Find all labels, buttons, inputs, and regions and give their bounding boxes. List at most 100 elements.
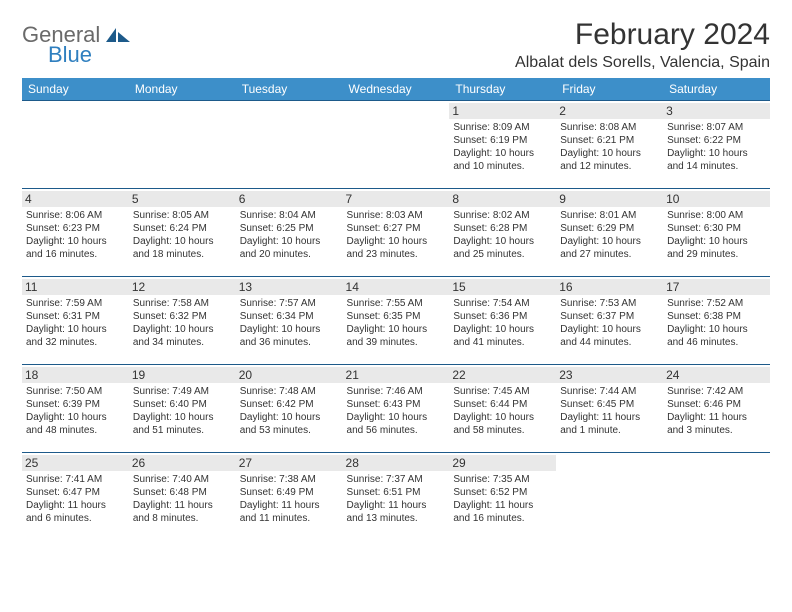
- calendar-day-cell: 11 Sunrise: 7:59 AMSunset: 6:31 PMDayligh…: [22, 277, 129, 365]
- day-number: 17: [663, 279, 770, 295]
- calendar-day-cell: 20Sunrise: 7:48 AMSunset: 6:42 PMDayligh…: [236, 365, 343, 453]
- day-number: 29: [449, 455, 556, 471]
- day-info: Sunrise: 7:42 AMSunset: 6:46 PMDaylight:…: [667, 385, 766, 437]
- day-info: Sunrise: 7:35 AMSunset: 6:52 PMDaylight:…: [453, 473, 552, 525]
- day-number: 18: [22, 367, 129, 383]
- calendar-day-cell: 9Sunrise: 8:01 AMSunset: 6:29 PMDaylight…: [556, 189, 663, 277]
- weekday-header: Monday: [129, 78, 236, 101]
- day-info: Sunrise: 8:00 AMSunset: 6:30 PMDaylight:…: [667, 209, 766, 261]
- day-info: Sunrise: 8:09 AMSunset: 6:19 PMDaylight:…: [453, 121, 552, 173]
- day-number: 6: [236, 191, 343, 207]
- weekday-header: Wednesday: [343, 78, 450, 101]
- calendar-day-cell: 7 Sunrise: 8:03 AMSunset: 6:27 PMDaylight…: [343, 189, 450, 277]
- day-number: 28: [343, 455, 450, 471]
- day-info: Sunrise: 7:46 AMSunset: 6:43 PMDaylight:…: [347, 385, 446, 437]
- logo: General Blue: [22, 22, 132, 48]
- weekday-header: Sunday: [22, 78, 129, 101]
- day-info: Sunrise: 8:01 AMSunset: 6:29 PMDaylight:…: [560, 209, 659, 261]
- calendar-day-cell: [343, 101, 450, 189]
- day-number: 15: [449, 279, 556, 295]
- day-info: Sunrise: 7:53 AMSunset: 6:37 PMDaylight:…: [560, 297, 659, 349]
- day-number: 11: [22, 279, 129, 295]
- calendar-day-cell: [556, 453, 663, 541]
- calendar-day-cell: 18 Sunrise: 7:50 AMSunset: 6:39 PMDayligh…: [22, 365, 129, 453]
- day-info: Sunrise: 7:54 AMSunset: 6:36 PMDaylight:…: [453, 297, 552, 349]
- calendar-day-cell: 6 Sunrise: 8:04 AMSunset: 6:25 PMDaylight…: [236, 189, 343, 277]
- day-info: Sunrise: 8:06 AMSunset: 6:23 PMDaylight:…: [26, 209, 125, 261]
- day-number: 7: [343, 191, 450, 207]
- day-number: 25: [22, 455, 129, 471]
- calendar-day-cell: 2 Sunrise: 8:08 AMSunset: 6:21 PMDaylight…: [556, 101, 663, 189]
- calendar-week-row: 11 Sunrise: 7:59 AMSunset: 6:31 PMDayligh…: [22, 277, 770, 365]
- calendar-day-cell: 5Sunrise: 8:05 AMSunset: 6:24 PMDaylight…: [129, 189, 236, 277]
- location: Albalat dels Sorells, Valencia, Spain: [515, 54, 770, 72]
- day-info: Sunrise: 7:57 AMSunset: 6:34 PMDaylight:…: [240, 297, 339, 349]
- day-number: 8: [449, 191, 556, 207]
- calendar-day-cell: 16 Sunrise: 7:53 AMSunset: 6:37 PMDayligh…: [556, 277, 663, 365]
- calendar-week-row: 4 Sunrise: 8:06 AMSunset: 6:23 PMDaylight…: [22, 189, 770, 277]
- calendar-week-row: 25 Sunrise: 7:41 AMSunset: 6:47 PMDayligh…: [22, 453, 770, 541]
- day-info: Sunrise: 7:50 AMSunset: 6:39 PMDaylight:…: [26, 385, 125, 437]
- weekday-header: Friday: [556, 78, 663, 101]
- calendar-week-row: 1 Sunrise: 8:09 AMSunset: 6:19 PMDaylight…: [22, 101, 770, 189]
- day-info: Sunrise: 8:03 AMSunset: 6:27 PMDaylight:…: [347, 209, 446, 261]
- day-info: Sunrise: 7:52 AMSunset: 6:38 PMDaylight:…: [667, 297, 766, 349]
- calendar-day-cell: 22 Sunrise: 7:45 AMSunset: 6:44 PMDayligh…: [449, 365, 556, 453]
- day-info: Sunrise: 8:02 AMSunset: 6:28 PMDaylight:…: [453, 209, 552, 261]
- day-number: 1: [449, 103, 556, 119]
- calendar-body: 1 Sunrise: 8:09 AMSunset: 6:19 PMDaylight…: [22, 101, 770, 541]
- calendar-day-cell: 28 Sunrise: 7:37 AMSunset: 6:51 PMDayligh…: [343, 453, 450, 541]
- day-info: Sunrise: 7:55 AMSunset: 6:35 PMDaylight:…: [347, 297, 446, 349]
- calendar-day-cell: 10 Sunrise: 8:00 AMSunset: 6:30 PMDayligh…: [663, 189, 770, 277]
- calendar-day-cell: 24 Sunrise: 7:42 AMSunset: 6:46 PMDayligh…: [663, 365, 770, 453]
- day-number: 10: [663, 191, 770, 207]
- day-number: 13: [236, 279, 343, 295]
- day-info: Sunrise: 7:37 AMSunset: 6:51 PMDaylight:…: [347, 473, 446, 525]
- day-info: Sunrise: 7:45 AMSunset: 6:44 PMDaylight:…: [453, 385, 552, 437]
- calendar-day-cell: 13 Sunrise: 7:57 AMSunset: 6:34 PMDayligh…: [236, 277, 343, 365]
- calendar-day-cell: [22, 101, 129, 189]
- day-info: Sunrise: 8:04 AMSunset: 6:25 PMDaylight:…: [240, 209, 339, 261]
- day-number: 22: [449, 367, 556, 383]
- day-info: Sunrise: 7:41 AMSunset: 6:47 PMDaylight:…: [26, 473, 125, 525]
- day-info: Sunrise: 7:48 AMSunset: 6:42 PMDaylight:…: [240, 385, 339, 437]
- calendar-day-cell: [129, 101, 236, 189]
- day-number: 2: [556, 103, 663, 119]
- month-title: February 2024: [515, 18, 770, 52]
- calendar-day-cell: 23 Sunrise: 7:44 AMSunset: 6:45 PMDayligh…: [556, 365, 663, 453]
- weekday-header: Tuesday: [236, 78, 343, 101]
- day-info: Sunrise: 7:58 AMSunset: 6:32 PMDaylight:…: [133, 297, 232, 349]
- day-number: 16: [556, 279, 663, 295]
- calendar-day-cell: 29 Sunrise: 7:35 AMSunset: 6:52 PMDayligh…: [449, 453, 556, 541]
- calendar-day-cell: 8 Sunrise: 8:02 AMSunset: 6:28 PMDaylight…: [449, 189, 556, 277]
- calendar-week-row: 18 Sunrise: 7:50 AMSunset: 6:39 PMDayligh…: [22, 365, 770, 453]
- day-info: Sunrise: 7:49 AMSunset: 6:40 PMDaylight:…: [133, 385, 232, 437]
- day-number: 19: [129, 367, 236, 383]
- calendar-day-cell: [663, 453, 770, 541]
- calendar-day-cell: 26Sunrise: 7:40 AMSunset: 6:48 PMDayligh…: [129, 453, 236, 541]
- calendar-day-cell: 3Sunrise: 8:07 AMSunset: 6:22 PMDaylight…: [663, 101, 770, 189]
- calendar-day-cell: 17 Sunrise: 7:52 AMSunset: 6:38 PMDayligh…: [663, 277, 770, 365]
- header: General Blue February 2024 Albalat dels …: [22, 18, 770, 72]
- calendar-day-cell: 14Sunrise: 7:55 AMSunset: 6:35 PMDayligh…: [343, 277, 450, 365]
- day-number: 12: [129, 279, 236, 295]
- calendar-day-cell: 4 Sunrise: 8:06 AMSunset: 6:23 PMDaylight…: [22, 189, 129, 277]
- calendar-day-cell: 15 Sunrise: 7:54 AMSunset: 6:36 PMDayligh…: [449, 277, 556, 365]
- calendar-day-cell: [236, 101, 343, 189]
- day-info: Sunrise: 7:59 AMSunset: 6:31 PMDaylight:…: [26, 297, 125, 349]
- logo-sails-icon: [104, 26, 132, 46]
- day-info: Sunrise: 7:44 AMSunset: 6:45 PMDaylight:…: [560, 385, 659, 437]
- calendar-day-cell: 19 Sunrise: 7:49 AMSunset: 6:40 PMDayligh…: [129, 365, 236, 453]
- day-number: 27: [236, 455, 343, 471]
- weekday-header: Saturday: [663, 78, 770, 101]
- calendar-day-cell: 12 Sunrise: 7:58 AMSunset: 6:32 PMDayligh…: [129, 277, 236, 365]
- day-number: 23: [556, 367, 663, 383]
- logo-text-blue: Blue: [48, 42, 92, 68]
- calendar-table: SundayMondayTuesdayWednesdayThursdayFrid…: [22, 78, 770, 541]
- calendar-day-cell: 25 Sunrise: 7:41 AMSunset: 6:47 PMDayligh…: [22, 453, 129, 541]
- weekday-header: Thursday: [449, 78, 556, 101]
- day-number: 4: [22, 191, 129, 207]
- day-number: 24: [663, 367, 770, 383]
- day-info: Sunrise: 8:08 AMSunset: 6:21 PMDaylight:…: [560, 121, 659, 173]
- calendar-day-cell: 21Sunrise: 7:46 AMSunset: 6:43 PMDayligh…: [343, 365, 450, 453]
